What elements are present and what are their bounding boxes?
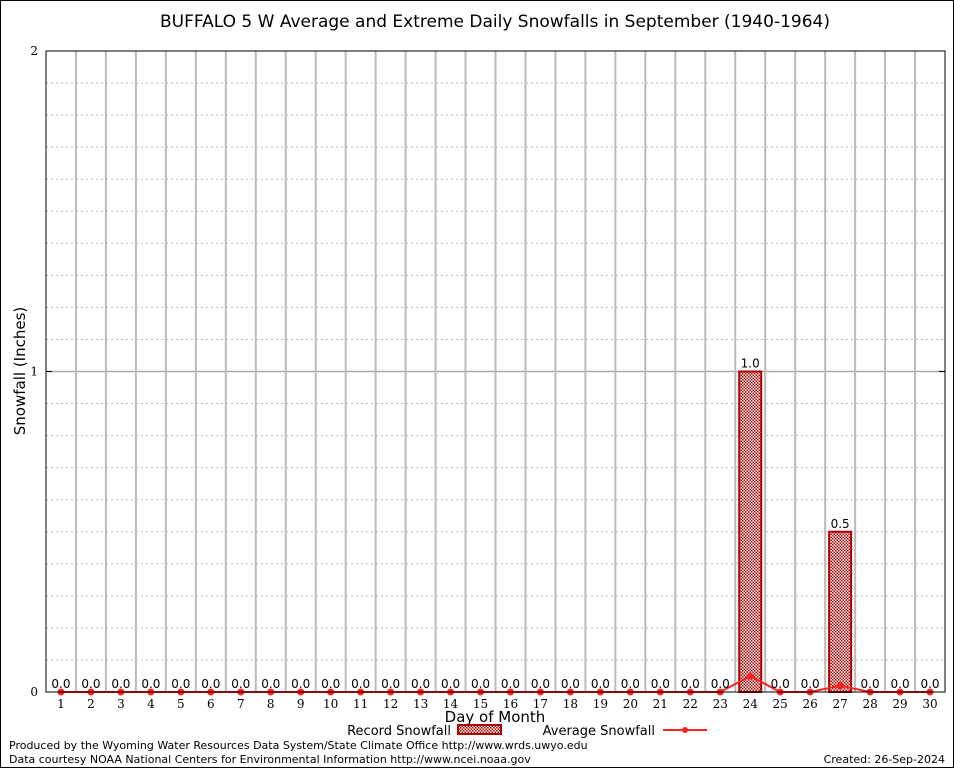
plot-frame (45, 50, 946, 693)
record-label-day-20: 0.0 (621, 677, 640, 691)
chart-title: BUFFALO 5 W Average and Extreme Daily Sn… (160, 12, 830, 32)
record-label-day-3: 0.0 (111, 677, 130, 691)
record-label-day-9: 0.0 (291, 677, 310, 691)
average-point-day-24 (746, 672, 754, 680)
record-label-day-14: 0.0 (441, 677, 460, 691)
x-tick-label: 16 (503, 697, 518, 711)
x-tick-label: 25 (773, 697, 788, 711)
record-label-day-11: 0.0 (351, 677, 370, 691)
record-label-day-22: 0.0 (681, 677, 700, 691)
record-label-day-23: 0.0 (711, 677, 730, 691)
legend-average-label: Average Snowfall (543, 724, 655, 739)
x-tick-label: 2 (87, 697, 95, 711)
record-label-day-12: 0.0 (381, 677, 400, 691)
legend-record-swatch (457, 724, 502, 735)
record-label-day-16: 0.0 (501, 677, 520, 691)
x-tick-label: 7 (237, 697, 245, 711)
legend-average-marker (682, 727, 688, 733)
record-label-day-1: 0.0 (51, 677, 70, 691)
x-tick-label: 15 (473, 697, 488, 711)
x-tick-label: 18 (563, 697, 578, 711)
legend: Record Snowfall Average Snowfall (347, 724, 707, 739)
record-label-day-28: 0.0 (861, 677, 880, 691)
x-tick-label: 19 (593, 697, 608, 711)
record-label-day-25: 0.0 (771, 677, 790, 691)
record-label-day-5: 0.0 (171, 677, 190, 691)
average-point-day-27 (836, 682, 844, 690)
record-label-day-8: 0.0 (261, 677, 280, 691)
x-axis-label: Day of Month (445, 708, 546, 726)
record-label-day-30: 0.0 (920, 677, 939, 691)
x-tick-label: 3 (117, 697, 125, 711)
x-tick-label: 14 (443, 697, 459, 711)
record-label-day-18: 0.0 (561, 677, 580, 691)
record-label-day-10: 0.0 (321, 677, 340, 691)
x-tick-label: 1 (57, 697, 65, 711)
x-tick-label: 6 (207, 697, 215, 711)
x-tick-label: 13 (413, 697, 428, 711)
record-label-day-7: 0.0 (231, 677, 250, 691)
x-tick-label: 8 (267, 697, 275, 711)
x-tick-label: 10 (323, 697, 338, 711)
record-label-day-13: 0.0 (411, 677, 430, 691)
record-label-day-29: 0.0 (891, 677, 910, 691)
y-tick-label: 2 (30, 44, 38, 58)
record-bar-day-27 (828, 530, 853, 693)
record-label-day-24: 1.0 (741, 357, 760, 371)
x-tick-label: 22 (683, 697, 698, 711)
record-label-day-27: 0.5 (831, 517, 850, 531)
record-bar-day-24 (738, 370, 763, 693)
x-tick-label: 5 (177, 697, 185, 711)
record-label-day-6: 0.0 (201, 677, 220, 691)
record-label-day-2: 0.0 (81, 677, 100, 691)
record-label-day-21: 0.0 (651, 677, 670, 691)
y-tick-label: 1 (30, 365, 38, 379)
x-tick-label: 23 (713, 697, 728, 711)
footer-courtesy: Data courtesy NOAA National Centers for … (9, 753, 531, 766)
x-tick-label: 29 (892, 697, 907, 711)
x-tick-label: 28 (862, 697, 877, 711)
x-tick-label: 26 (803, 697, 818, 711)
record-label-day-4: 0.0 (141, 677, 160, 691)
x-tick-label: 11 (353, 697, 368, 711)
x-tick-label: 17 (533, 697, 548, 711)
x-tick-label: 24 (743, 697, 759, 711)
x-tick-label: 12 (383, 697, 398, 711)
footer-produced: Produced by the Wyoming Water Resources … (9, 739, 588, 752)
x-tick-label: 9 (297, 697, 305, 711)
record-label-day-26: 0.0 (801, 677, 820, 691)
record-label-day-15: 0.0 (471, 677, 490, 691)
y-axis-label: Snowfall (Inches) (11, 307, 29, 435)
record-label-day-19: 0.0 (591, 677, 610, 691)
x-tick-label: 30 (922, 697, 937, 711)
record-label-day-17: 0.0 (531, 677, 550, 691)
legend-record-label: Record Snowfall (347, 724, 451, 739)
x-tick-label: 4 (147, 697, 155, 711)
footer-created: Created: 26-Sep-2024 (824, 753, 945, 766)
x-tick-label: 27 (832, 697, 847, 711)
y-tick-label: 0 (30, 685, 38, 699)
x-tick-label: 21 (653, 697, 668, 711)
x-tick-label: 20 (623, 697, 638, 711)
